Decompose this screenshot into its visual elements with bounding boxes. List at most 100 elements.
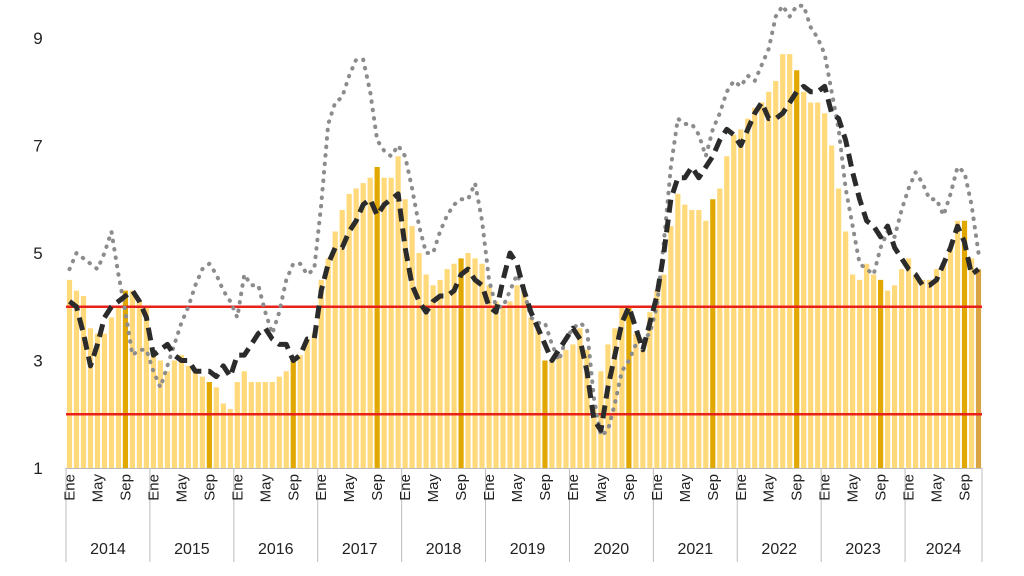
x-tick-label: Sep bbox=[873, 474, 890, 501]
axes: 1 3 5 7 9 Ene May Sep Ene May Sep Ene May Sep Ene May Se… bbox=[33, 29, 983, 562]
year-label: 2024 bbox=[926, 541, 962, 558]
bar bbox=[885, 290, 891, 469]
bar bbox=[283, 371, 289, 468]
bar bbox=[668, 226, 674, 469]
x-tick-label: Sep bbox=[117, 474, 134, 501]
bar bbox=[136, 301, 143, 469]
bar bbox=[661, 274, 667, 468]
bar bbox=[108, 317, 115, 468]
bar bbox=[864, 263, 870, 468]
bar bbox=[297, 355, 303, 469]
x-tick-label: Ene bbox=[145, 474, 162, 501]
x-tick-label: Sep bbox=[789, 474, 806, 501]
bar bbox=[619, 306, 625, 468]
bar bbox=[493, 301, 499, 469]
bar bbox=[717, 188, 723, 468]
bar bbox=[409, 226, 415, 469]
bar bbox=[451, 263, 457, 468]
bar bbox=[325, 258, 331, 469]
bar bbox=[731, 134, 737, 468]
bar bbox=[227, 408, 233, 469]
bar bbox=[975, 269, 982, 469]
x-tick-label: May bbox=[677, 474, 694, 503]
x-tick-label: Ene bbox=[649, 474, 666, 501]
bar bbox=[738, 129, 744, 469]
bar-series bbox=[66, 54, 982, 469]
year-label: 2019 bbox=[510, 541, 546, 558]
bar bbox=[80, 296, 87, 468]
bar bbox=[556, 355, 562, 469]
bar bbox=[206, 382, 212, 468]
x-tick-label: Ene bbox=[565, 474, 582, 501]
x-tick-label: May bbox=[509, 474, 526, 503]
bar bbox=[843, 231, 849, 468]
year-label: 2014 bbox=[90, 541, 126, 558]
bar bbox=[367, 177, 373, 468]
bar bbox=[346, 193, 352, 469]
bar bbox=[961, 220, 968, 468]
bar bbox=[947, 247, 954, 468]
x-tick-label: Sep bbox=[705, 474, 722, 501]
bar bbox=[612, 328, 618, 468]
bar bbox=[423, 274, 429, 468]
bar bbox=[912, 274, 919, 468]
x-tick-label: May bbox=[257, 474, 274, 503]
bar bbox=[241, 371, 247, 468]
bar bbox=[87, 328, 94, 468]
dotted-series bbox=[67, 3, 981, 438]
bar bbox=[787, 54, 793, 468]
x-tick-label: Ene bbox=[229, 474, 246, 501]
bar bbox=[276, 376, 282, 469]
x-tick-label: Ene bbox=[397, 474, 414, 501]
x-tick-label: May bbox=[593, 474, 610, 503]
bar bbox=[430, 285, 436, 468]
bar bbox=[563, 349, 569, 468]
bar bbox=[353, 188, 359, 468]
bar bbox=[220, 403, 226, 468]
bar bbox=[192, 371, 198, 468]
year-label: 2021 bbox=[678, 541, 714, 558]
bar bbox=[507, 301, 513, 469]
bar bbox=[905, 258, 912, 469]
dashed-series bbox=[67, 83, 981, 433]
bar bbox=[535, 328, 541, 468]
bar bbox=[458, 258, 464, 469]
y-tick-label: 7 bbox=[33, 137, 42, 156]
x-tick-label: May bbox=[929, 474, 946, 503]
bar bbox=[122, 290, 129, 469]
bar bbox=[570, 344, 576, 469]
y-tick-label: 3 bbox=[33, 352, 42, 371]
x-tick-label: May bbox=[425, 474, 442, 503]
bar bbox=[710, 199, 716, 468]
bar bbox=[255, 382, 261, 468]
x-tick-label: May bbox=[845, 474, 862, 503]
bar bbox=[528, 317, 534, 468]
bar bbox=[514, 285, 520, 468]
bar bbox=[73, 290, 80, 469]
y-tick-label: 9 bbox=[33, 29, 42, 48]
bar bbox=[360, 183, 366, 469]
bar bbox=[143, 306, 150, 468]
bar bbox=[115, 306, 122, 468]
dashed-line bbox=[67, 83, 981, 433]
bar bbox=[640, 349, 646, 468]
x-tick-label: Ene bbox=[62, 474, 79, 501]
bar bbox=[689, 210, 695, 468]
bar bbox=[437, 279, 443, 469]
year-label: 2020 bbox=[594, 541, 630, 558]
bar bbox=[654, 290, 660, 469]
bar bbox=[479, 263, 485, 468]
bar bbox=[577, 328, 583, 468]
bar bbox=[794, 70, 800, 468]
bar bbox=[262, 382, 268, 468]
bar bbox=[311, 333, 317, 469]
bar bbox=[486, 285, 492, 468]
bar bbox=[696, 210, 702, 468]
bar bbox=[465, 253, 471, 468]
bar bbox=[836, 188, 842, 468]
bar bbox=[500, 306, 506, 468]
bar bbox=[850, 274, 856, 468]
x-tick-label: Sep bbox=[201, 474, 218, 501]
reference-lines bbox=[66, 305, 982, 416]
bar bbox=[388, 177, 394, 468]
